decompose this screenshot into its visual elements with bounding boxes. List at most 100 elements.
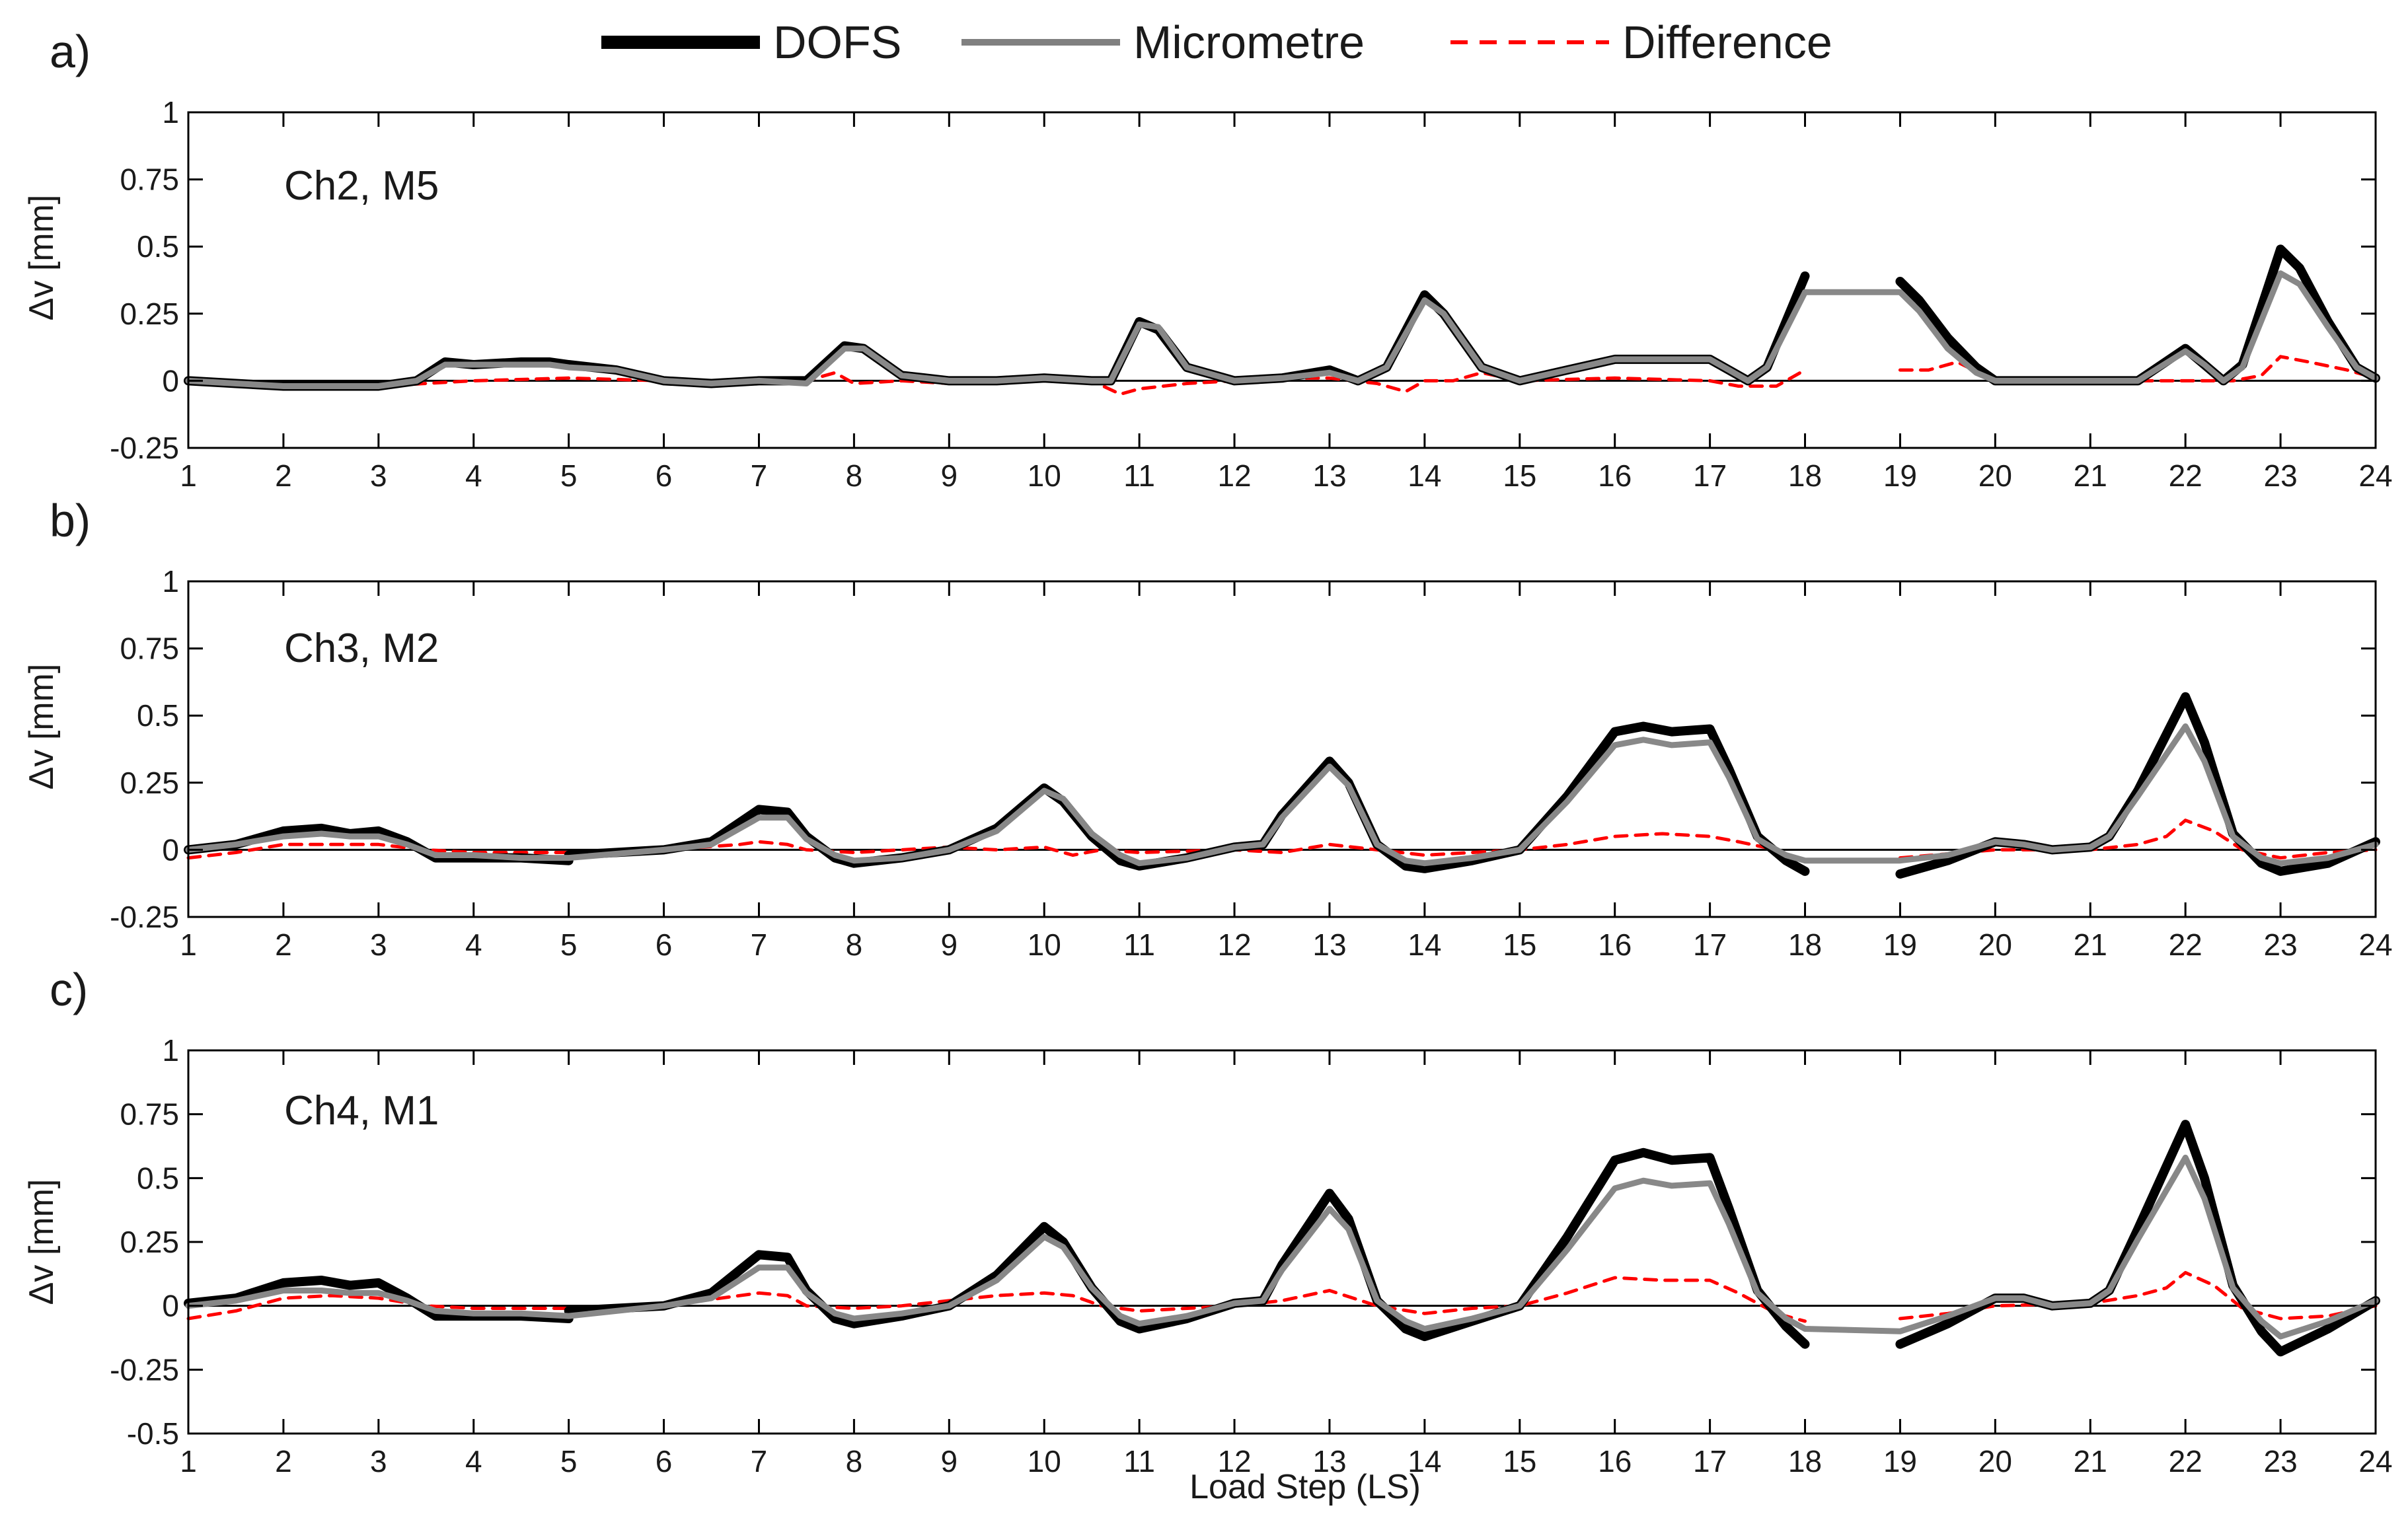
x-tick-label: 18 [1788, 1444, 1822, 1478]
x-tick-label: 16 [1598, 928, 1632, 962]
series-difference-segment [1898, 355, 2378, 382]
y-tick-label: 1 [162, 564, 179, 599]
x-tick-label: 13 [1312, 458, 1346, 493]
x-tick-label: 24 [2358, 928, 2392, 962]
x-tick-label: 9 [941, 1444, 958, 1478]
y-tick-label: 0.75 [120, 632, 179, 666]
series-micrometre-segment [185, 723, 2379, 867]
y-axis-label: Δv [mm] [22, 1179, 61, 1305]
panel-c: c) Ch4, M1 Δv [mm] -0.5 -0.25 0 0.25 0.5 0.75… [22, 964, 2393, 1478]
y-tick-label: 0.25 [120, 1225, 179, 1259]
panel-series-label: Ch4, M1 [284, 1088, 439, 1134]
panel-letter: a) [50, 26, 91, 77]
x-tick-label: 19 [1883, 458, 1917, 493]
legend: DOFS Micrometre Difference [601, 17, 1832, 68]
x-tick-label: 2 [275, 928, 292, 962]
series-difference-segment [186, 1276, 1807, 1323]
x-tick-label: 7 [751, 1444, 768, 1478]
x-tick-label: 8 [846, 928, 863, 962]
y-tick-label: -0.25 [110, 900, 179, 934]
x-tick-label: 3 [370, 1444, 387, 1478]
x-tick-label: 21 [2074, 1444, 2107, 1478]
x-tick-label: 20 [1978, 1444, 2012, 1478]
panel-series-label: Ch3, M2 [284, 626, 439, 671]
series-micrometre-segment [185, 1154, 2379, 1340]
y-tick-label: 0.25 [120, 297, 179, 331]
x-tick-label: 19 [1883, 1444, 1917, 1478]
x-tick-label: 23 [2264, 458, 2298, 493]
x-tick-label: 20 [1978, 928, 2012, 962]
x-tick-label: 8 [846, 1444, 863, 1478]
x-tick-label: 6 [656, 458, 673, 493]
x-tick-label: 5 [560, 458, 578, 493]
x-tick-label: 6 [656, 928, 673, 962]
x-tick-label: 17 [1693, 1444, 1727, 1478]
x-tick-label: 11 [1123, 1444, 1155, 1478]
x-tick-label: 9 [941, 458, 958, 493]
x-tick-label: 17 [1693, 458, 1727, 493]
plot-frame [187, 1049, 2377, 1435]
x-tick-label: 21 [2074, 928, 2107, 962]
y-tick-label: -0.5 [127, 1416, 179, 1451]
x-tick-label: 4 [465, 458, 482, 493]
x-tick-label: 12 [1217, 1444, 1251, 1478]
x-tick-label: 14 [1408, 1444, 1441, 1478]
x-tick-label: 8 [846, 458, 863, 493]
legend-label-micrometre: Micrometre [1133, 17, 1365, 68]
x-tick-label: 3 [370, 458, 387, 493]
y-tick-label: 1 [162, 95, 179, 129]
y-tick-label: 0.5 [137, 698, 179, 733]
x-tick-label: 22 [2169, 1444, 2202, 1478]
x-tick-label: 22 [2169, 458, 2202, 493]
panel-letter: b) [50, 495, 91, 546]
x-tick-label: 4 [465, 928, 482, 962]
x-tick-label: 5 [560, 928, 578, 962]
x-tick-label: 19 [1883, 928, 1917, 962]
x-tick-label: 15 [1503, 928, 1536, 962]
x-tick-label: 17 [1693, 928, 1727, 962]
x-tick-label: 14 [1408, 458, 1441, 493]
x-tick-label: 14 [1408, 928, 1441, 962]
y-axis-label: Δv [mm] [22, 195, 61, 321]
x-tick-label: 24 [2358, 1444, 2392, 1478]
x-tick-label: 7 [751, 928, 768, 962]
x-tick-label: 23 [2264, 928, 2298, 962]
x-tick-label: 16 [1598, 458, 1632, 493]
panel-series-label: Ch2, M5 [284, 163, 439, 209]
y-tick-label: -0.25 [110, 431, 179, 465]
x-tick-label: 2 [275, 1444, 292, 1478]
x-tick-label: 1 [180, 458, 197, 493]
x-tick-label: 6 [656, 1444, 673, 1478]
x-tick-label: 18 [1788, 458, 1822, 493]
x-tick-label: 15 [1503, 1444, 1536, 1478]
x-tick-label: 21 [2074, 458, 2107, 493]
x-tick-label: 9 [941, 928, 958, 962]
x-tick-label: 23 [2264, 1444, 2298, 1478]
y-tick-label: 1 [162, 1033, 179, 1068]
x-tick-label: 1 [180, 1444, 197, 1478]
y-tick-label: 0.25 [120, 766, 179, 800]
x-tick-label: 12 [1217, 928, 1251, 962]
x-tick-label: 18 [1788, 928, 1822, 962]
series-micrometre-segment [185, 270, 2379, 389]
plot-frame [187, 111, 2377, 449]
x-tick-label: 16 [1598, 1444, 1632, 1478]
x-tick-label: 10 [1028, 458, 1061, 493]
y-tick-label: 0 [162, 1289, 179, 1323]
y-tick-label: 0 [162, 832, 179, 867]
x-tick-label: 22 [2169, 928, 2202, 962]
x-tick-label: 4 [465, 1444, 482, 1478]
x-tick-label: 11 [1123, 458, 1155, 493]
y-tick-label: 0 [162, 363, 179, 398]
y-tick-label: 0.75 [120, 1097, 179, 1132]
x-tick-label: 10 [1028, 1444, 1061, 1478]
x-tick-label: 13 [1312, 928, 1346, 962]
x-tick-label: 20 [1978, 458, 2012, 493]
x-tick-label: 2 [275, 458, 292, 493]
